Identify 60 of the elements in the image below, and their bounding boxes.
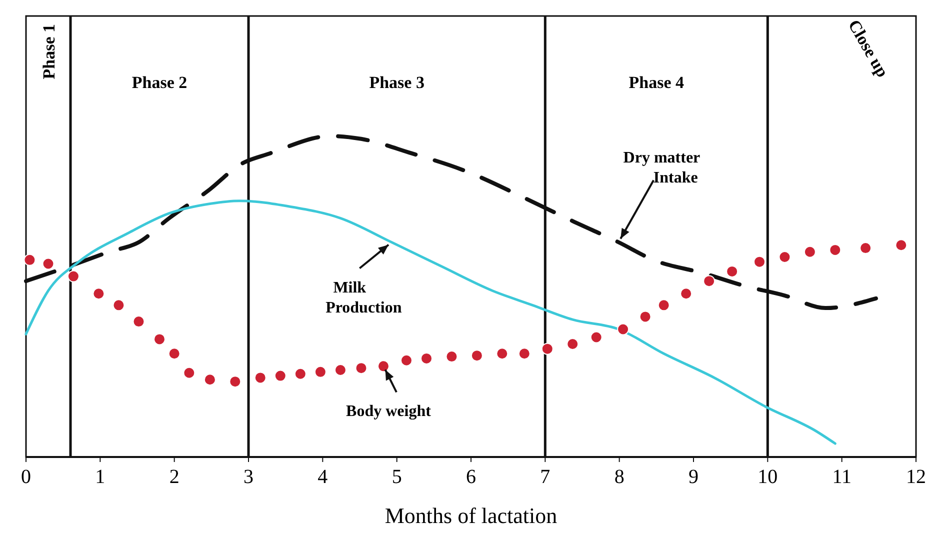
point bbox=[639, 310, 652, 323]
point bbox=[617, 323, 630, 336]
x-tick-label: 7 bbox=[540, 466, 550, 488]
x-tick-label: 11 bbox=[832, 466, 852, 488]
x-tick-label: 6 bbox=[466, 466, 476, 488]
point bbox=[229, 376, 242, 388]
point bbox=[590, 331, 602, 344]
text: Phase 1 bbox=[39, 24, 58, 80]
point bbox=[754, 256, 766, 268]
point bbox=[829, 244, 842, 256]
point bbox=[400, 354, 412, 366]
point bbox=[778, 251, 791, 264]
point bbox=[355, 362, 368, 374]
point bbox=[680, 288, 692, 300]
text: Phase 4 bbox=[628, 73, 685, 92]
x-tick-label: 9 bbox=[688, 466, 698, 488]
point bbox=[168, 348, 180, 360]
point bbox=[67, 270, 80, 282]
point bbox=[204, 374, 216, 386]
point bbox=[470, 350, 483, 362]
point bbox=[658, 299, 670, 312]
point bbox=[420, 352, 432, 364]
point bbox=[274, 370, 286, 382]
point bbox=[895, 239, 908, 252]
annotation: Milk Production bbox=[326, 279, 402, 316]
x-tick-label: 8 bbox=[614, 466, 624, 488]
point bbox=[518, 348, 530, 360]
point bbox=[334, 364, 346, 376]
point bbox=[541, 342, 554, 355]
x-tick-label: 3 bbox=[244, 466, 254, 488]
point bbox=[92, 288, 105, 300]
x-tick-label: 1 bbox=[95, 466, 106, 488]
point bbox=[566, 338, 579, 350]
point bbox=[112, 299, 125, 312]
x-tick-label: 2 bbox=[169, 466, 180, 488]
point bbox=[154, 333, 166, 346]
point bbox=[132, 316, 145, 328]
point bbox=[183, 366, 196, 379]
x-tick-label: 12 bbox=[906, 466, 926, 488]
point bbox=[703, 275, 716, 288]
point bbox=[446, 350, 458, 363]
point bbox=[804, 246, 816, 258]
point bbox=[42, 258, 54, 270]
point bbox=[24, 254, 36, 266]
point bbox=[377, 360, 390, 372]
x-tick-label: 5 bbox=[392, 466, 402, 488]
text: Phase 2 bbox=[132, 73, 188, 92]
x-tick-label: 0 bbox=[21, 466, 31, 488]
point bbox=[254, 372, 266, 384]
text: Phase 3 bbox=[369, 73, 424, 92]
point bbox=[860, 242, 872, 254]
x-axis-title: Months of lactation bbox=[384, 503, 558, 528]
point bbox=[726, 265, 738, 278]
x-tick-label: 4 bbox=[318, 466, 328, 488]
point bbox=[314, 366, 326, 378]
annotation: Dry matter Intake bbox=[623, 149, 704, 186]
x-tick-label: 10 bbox=[758, 466, 778, 488]
point bbox=[294, 368, 306, 380]
annotation: Body weight bbox=[346, 403, 432, 420]
point bbox=[496, 348, 508, 360]
